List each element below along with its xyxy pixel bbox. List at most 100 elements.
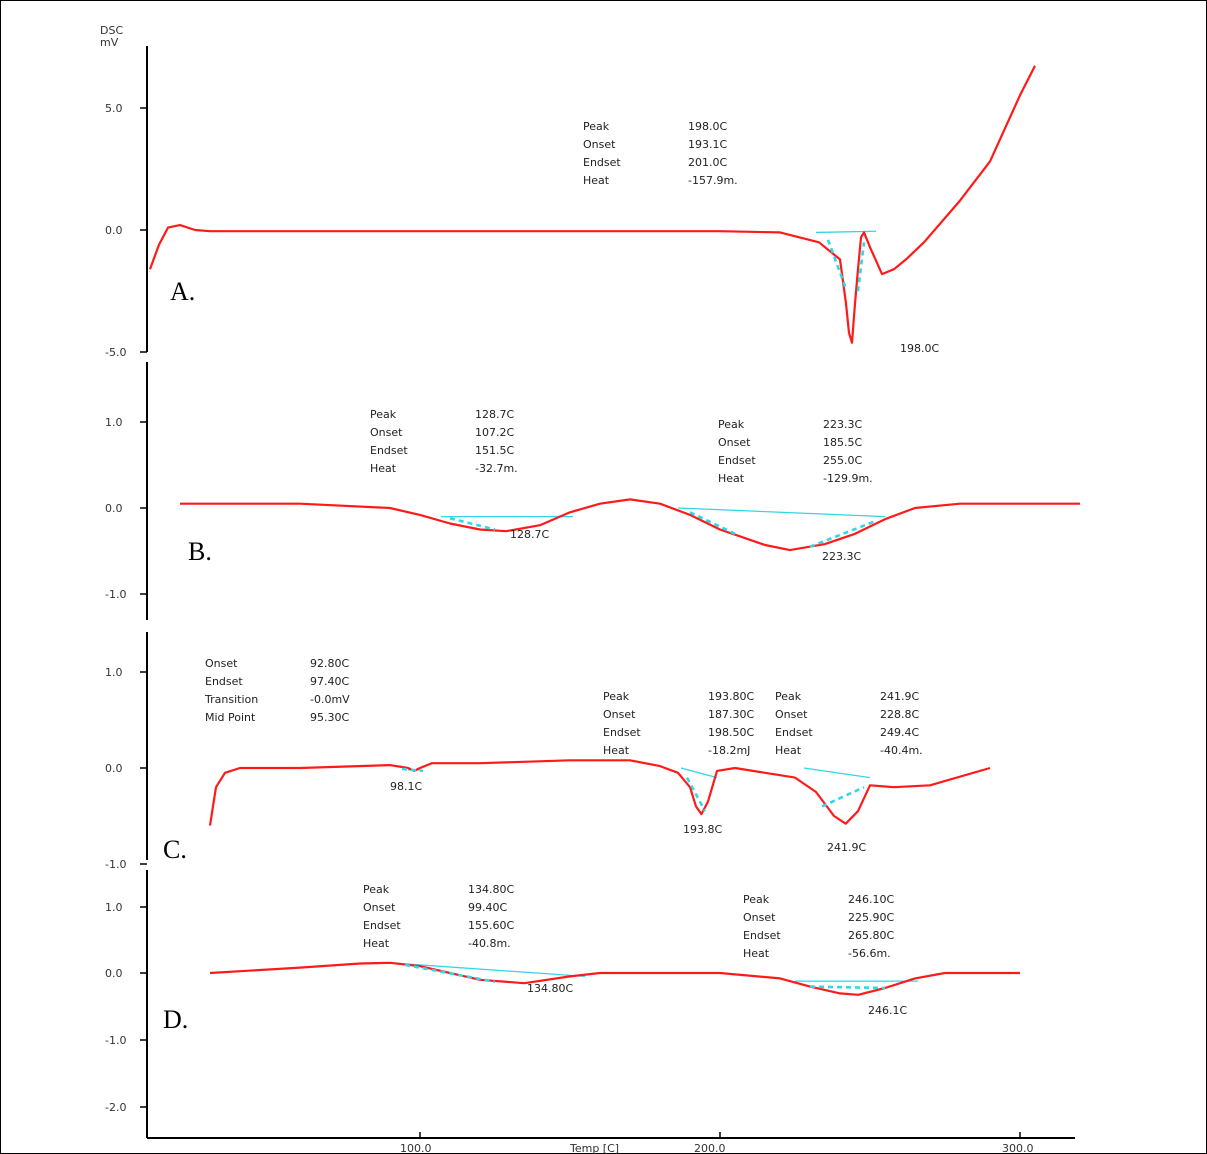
integration-baseline-2-1 [677,507,886,518]
integration-baseline-1-0 [815,230,877,234]
annotation-value-2-1-0: 223.3C [823,418,862,431]
annotation-value-2-0-0: 128.7C [475,408,514,421]
dsc-trace-2 [180,498,1080,552]
annotation-label-3-0-2: Transition [204,693,258,706]
peak-label-3-0: 98.1C [390,780,422,793]
y-tick-label-panel4-1: 0.0 [105,967,123,980]
annotation-label-2-1-2: Endset [718,454,756,467]
annotation-label-1-0-3: Heat [583,174,610,187]
panel-4: D. Peak 134.80C Onset 99.40C Endset 155.60C Hea… [163,883,1020,1034]
y-unit-line-1: DSC [100,24,123,37]
peak-label-3-2: 241.9C [827,841,866,854]
annotation-label-2-1-1: Onset [718,436,751,449]
annotation-label-4-0-3: Heat [363,937,390,950]
x-tick-label-100: 100.0 [400,1142,432,1154]
y-unit-line-2: mV [100,36,119,49]
annotation-label-3-0-3: Mid Point [205,711,256,724]
annotation-label-4-1-0: Peak [743,893,770,906]
annotation-value-4-1-0: 246.10C [848,893,894,906]
annotation-label-4-0-1: Onset [363,901,396,914]
dsc-trace-3 [208,759,991,826]
y-tick-label-panel4-0: 1.0 [105,901,123,914]
y-tick-label-panel4-3: -2.0 [105,1101,126,1114]
integration-region-3-2 [821,786,865,808]
annotation-label-3-1-0: Peak [603,690,630,703]
panel-1: A. Peak 198.0C Onset 193.1C Endset 201.0C Heat -… [148,65,1036,355]
annotation-label-2-0-2: Endset [370,444,408,457]
axis-break-2 [140,620,154,632]
x-tick-label-200: 200.0 [694,1142,726,1154]
annotation-value-3-0-1: 97.40C [310,675,349,688]
y-tick-label-panel3-2: -1.0 [105,858,126,871]
y-tick-label-panel2-2: -1.0 [105,588,126,601]
tick-layer: 5.0 0.0 -5.0 1.0 0.0 -1.0 1.0 0.0 -1.0 1.0 0.0 -1.0… [105,102,1021,1138]
annotation-label-3-1-1: Onset [603,708,636,721]
integration-region-2-1 [689,511,736,535]
y-tick-label-panel3-1: 0.0 [105,762,123,775]
integration-baseline-3-1 [680,767,718,779]
annotation-value-4-1-2: 265.80C [848,929,894,942]
integration-region-3-0 [401,767,424,773]
y-tick-label-panel1-0: 5.0 [105,102,123,115]
peak-label-1-0: 198.0C [900,342,939,355]
annotation-value-3-0-2: -0.0mV [310,693,350,706]
annotation-label-4-0-2: Endset [363,919,401,932]
annotation-value-2-0-1: 107.2C [475,426,514,439]
annotation-value-4-1-1: 225.90C [848,911,894,924]
peak-label-2-0: 128.7C [510,528,549,541]
annotation-label-3-2-3: Heat [775,744,802,757]
annotation-label-2-1-0: Peak [718,418,745,431]
annotation-label-3-2-2: Endset [775,726,813,739]
annotation-label-1-0-0: Peak [583,120,610,133]
integration-region-2-0 [449,517,496,531]
peak-label-4-0: 134.80C [527,982,573,995]
integration-baseline-3-2 [803,767,871,779]
integration-baseline-4-0 [389,962,586,978]
annotation-value-2-0-3: -32.7m. [475,462,518,475]
annotation-value-2-1-3: -129.9m. [823,472,873,485]
peak-label-3-1: 193.8C [683,823,722,836]
annotation-value-4-0-0: 134.80C [468,883,514,896]
annotation-label-4-1-3: Heat [743,947,770,960]
y-tick-label-panel2-0: 1.0 [105,416,123,429]
y-tick-label-panel4-2: -1.0 [105,1034,126,1047]
panel-label-2: B. [188,537,212,566]
annotation-label-3-0-0: Onset [205,657,238,670]
integration-region-4-0 [404,963,496,984]
peak-label-2-1: 223.3C [822,550,861,563]
annotation-label-3-1-2: Endset [603,726,641,739]
annotation-value-2-0-2: 151.5C [475,444,514,457]
annotation-label-3-0-1: Endset [205,675,243,688]
annotation-value-3-1-2: 198.50C [708,726,754,739]
annotation-value-2-1-2: 255.0C [823,454,862,467]
annotation-label-1-0-1: Onset [583,138,616,151]
panel-2: B. Peak 128.7C Onset 107.2C Endset 151.5C Heat -… [180,408,1080,566]
dsc-trace-4 [209,961,1020,996]
annotation-label-4-1-2: Endset [743,929,781,942]
annotation-value-1-0-0: 198.0C [688,120,727,133]
axis-break-1 [140,352,154,362]
annotation-value-4-1-3: -56.6m. [848,947,891,960]
y-tick-label-panel1-2: -5.0 [105,346,126,359]
integration-region-3-1 [685,776,707,812]
panel-3: C. Onset 92.80C Endset 97.40C Transition -0.0m… [163,657,991,864]
peak-label-4-1: 246.1C [868,1004,907,1017]
annotation-value-3-1-1: 187.30C [708,708,754,721]
panel-label-4: D. [163,1005,188,1034]
annotation-value-3-0-0: 92.80C [310,657,349,670]
annotation-value-3-1-0: 193.80C [708,690,754,703]
annotation-value-1-0-1: 193.1C [688,138,727,151]
annotation-label-2-0-1: Onset [370,426,403,439]
annotation-label-4-1-1: Onset [743,911,776,924]
annotation-value-3-2-0: 241.9C [880,690,919,703]
annotation-value-4-0-3: -40.8m. [468,937,511,950]
annotation-label-2-1-3: Heat [718,472,745,485]
y-tick-label-panel1-1: 0.0 [105,224,123,237]
annotation-label-2-0-3: Heat [370,462,397,475]
annotation-value-4-0-1: 99.40C [468,901,507,914]
annotation-value-2-1-1: 185.5C [823,436,862,449]
y-tick-label-panel2-1: 0.0 [105,502,123,515]
annotation-value-1-0-3: -157.9m. [688,174,738,187]
x-tick-label-300: 300.0 [1002,1142,1034,1154]
